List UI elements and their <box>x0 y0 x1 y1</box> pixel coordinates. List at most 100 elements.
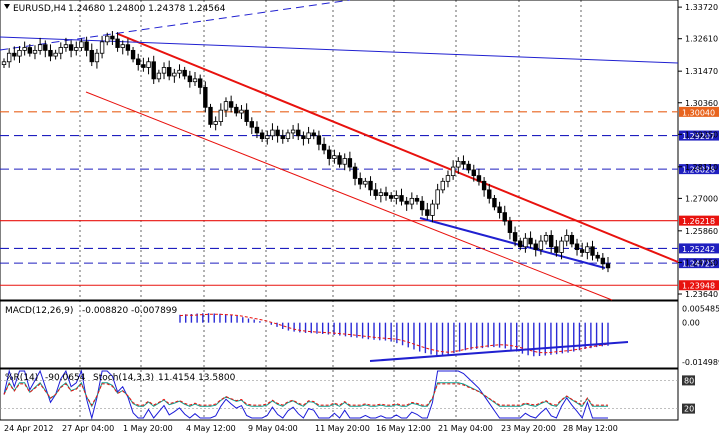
candle <box>347 151 353 172</box>
macd-tick-label: 0.00 <box>682 319 700 328</box>
time-tick-label: 11 May 20:00 <box>315 424 370 433</box>
candle <box>79 38 84 51</box>
candle <box>528 231 533 249</box>
candle <box>244 103 249 126</box>
candle <box>471 164 476 182</box>
candle <box>285 129 291 143</box>
candle <box>388 192 394 202</box>
candle <box>590 240 595 261</box>
price-tick-label: 1.23640 <box>685 290 718 299</box>
trend-lines <box>0 0 679 301</box>
candle <box>182 66 187 80</box>
macd-values: -0.008820 -0.007899 <box>82 306 178 316</box>
candle <box>481 177 487 197</box>
time-tick-label: 21 May 04:00 <box>438 424 493 433</box>
price-level-label: 1.26218 <box>682 217 715 226</box>
price-tick-label: 1.25860 <box>685 227 718 236</box>
candle <box>259 129 265 143</box>
candle <box>466 160 471 174</box>
candle <box>6 48 12 68</box>
wpr-values: -90.0654 <box>45 373 86 383</box>
macd-tick-label: -0.014989 <box>682 358 719 367</box>
stoch-panel: 80 20 <box>0 369 695 420</box>
candle <box>378 188 384 203</box>
time-tick-label: 24 Apr 2012 <box>4 424 53 433</box>
candle <box>53 49 58 60</box>
downtrend-resistance-line[interactable] <box>117 33 679 263</box>
candle <box>352 162 358 186</box>
candle <box>177 64 182 79</box>
candle <box>337 152 342 168</box>
candle <box>585 242 590 260</box>
price-level-label: 1.25242 <box>682 245 715 254</box>
price-tick-label: 1.27000 <box>685 194 718 203</box>
candle <box>595 251 600 262</box>
wpr-title: %R(14) <box>5 373 38 383</box>
candle <box>208 103 213 128</box>
candle <box>110 31 115 45</box>
price-tick-label: 1.30360 <box>685 99 718 108</box>
candle <box>290 124 296 139</box>
price-level-tag <box>679 280 719 291</box>
candle <box>549 230 554 253</box>
candle <box>249 117 254 135</box>
candle <box>239 105 244 119</box>
long-trend-line[interactable] <box>0 36 679 64</box>
candle <box>518 237 523 251</box>
candle <box>151 55 156 84</box>
macd-title: MACD(12,26,9) <box>5 306 73 316</box>
price-level-tag <box>679 215 719 226</box>
candle <box>559 236 564 260</box>
candle <box>450 160 456 180</box>
candle <box>425 202 430 220</box>
candle <box>197 74 203 95</box>
candle <box>440 177 446 194</box>
macd-panel: 0.005485 0.00 -0.014989 <box>179 304 719 367</box>
candle <box>234 103 239 117</box>
price-tick-label: 1.24750 <box>685 258 718 267</box>
horizontal-levels: 1.30040 1.29207 1.28028 1.26218 1.25242 1.247… <box>0 106 719 291</box>
candle <box>554 239 559 257</box>
candle <box>497 201 502 219</box>
time-tick-label: 4 May 12:00 <box>186 424 236 433</box>
candle <box>68 40 74 58</box>
candle <box>538 235 544 255</box>
candle <box>74 41 79 56</box>
candle <box>512 226 518 247</box>
candle <box>296 123 301 141</box>
candle <box>399 188 404 206</box>
candle <box>172 68 177 83</box>
candle <box>136 53 141 71</box>
candle <box>311 129 316 140</box>
channel-support-line[interactable] <box>85 91 613 301</box>
candle <box>409 192 415 210</box>
candle <box>394 190 399 205</box>
candle <box>301 131 306 146</box>
sell-arrow-icon <box>4 4 10 9</box>
candle <box>600 253 606 270</box>
price-level-label: 1.24725 <box>682 260 715 269</box>
candle <box>17 46 22 63</box>
candle <box>430 199 435 223</box>
candle <box>456 157 461 174</box>
candle <box>476 168 482 186</box>
upper-trend-line[interactable] <box>0 0 351 51</box>
price-level-tag <box>679 164 719 175</box>
candle <box>22 41 27 56</box>
candle <box>265 130 270 145</box>
candle <box>373 183 378 200</box>
candle <box>120 40 125 55</box>
bullish-divergence-macd-line[interactable] <box>369 341 629 362</box>
stoch-signal-line <box>3 382 608 407</box>
candle <box>445 170 451 188</box>
candle <box>368 176 373 196</box>
time-tick-label: 27 Apr 04:00 <box>62 424 114 433</box>
bullish-divergence-price-line[interactable] <box>419 217 606 269</box>
candle <box>89 43 94 67</box>
candle <box>327 145 332 166</box>
price-tick-label: 1.31470 <box>685 67 718 76</box>
candle <box>404 196 409 211</box>
candle <box>203 81 208 113</box>
candle <box>192 72 198 86</box>
